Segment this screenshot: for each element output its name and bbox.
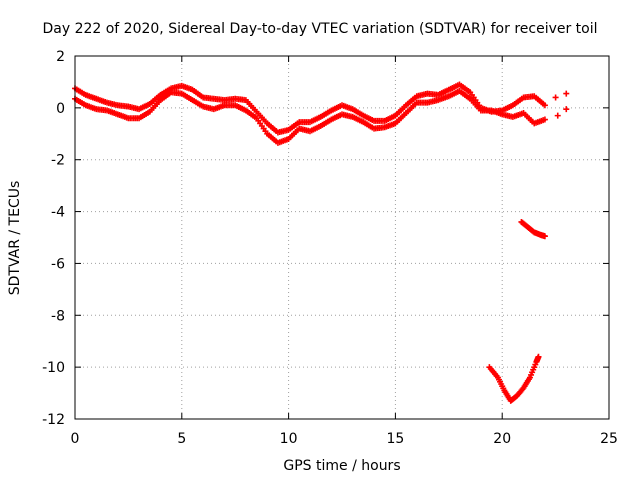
y-tick-label: -12: [42, 412, 65, 428]
grid: [75, 56, 609, 419]
x-axis-label: GPS time / hours: [283, 458, 400, 474]
y-axis-label: SDTVAR / TECUs: [7, 181, 23, 296]
data-point: [563, 90, 570, 97]
data-point: [535, 353, 542, 360]
y-tick-label: -6: [51, 256, 65, 272]
y-tick-label: 2: [56, 49, 65, 65]
data-point: [541, 116, 548, 123]
x-tick-label: 20: [493, 431, 511, 447]
x-tick-label: 15: [386, 431, 404, 447]
series-track-2: [72, 88, 548, 146]
y-tick-label: -10: [42, 360, 65, 376]
data-point: [541, 233, 548, 240]
x-tick-label: 5: [177, 431, 186, 447]
y-tick-label: -2: [51, 153, 65, 169]
data-points: [72, 81, 570, 404]
series-track-4: [518, 218, 548, 240]
chart-title: Day 222 of 2020, Sidereal Day-to-day VTE…: [42, 21, 597, 37]
y-tick-label: 0: [56, 101, 65, 117]
data-point: [541, 102, 548, 109]
data-point: [563, 106, 570, 113]
x-tick-label: 25: [600, 431, 618, 447]
x-tick-label: 10: [280, 431, 298, 447]
series-track-1: [72, 81, 548, 136]
y-tick-label: -8: [51, 308, 65, 324]
series-track-5: [486, 353, 542, 404]
series-track-3: [552, 90, 570, 119]
y-tick-label: -4: [51, 205, 65, 221]
data-point: [552, 94, 559, 101]
plot-frame: [74, 55, 610, 420]
data-point: [554, 112, 561, 119]
x-tick-label: 0: [71, 431, 80, 447]
